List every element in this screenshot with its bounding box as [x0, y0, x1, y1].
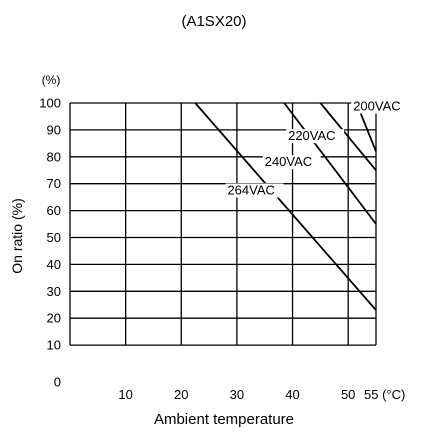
- series-label-bg: [286, 129, 345, 144]
- y-tick-label: 50: [47, 230, 61, 245]
- y-tick-label: 90: [47, 122, 61, 137]
- series-line-240VAC: [283, 102, 377, 225]
- y-tick-label: 20: [47, 311, 61, 326]
- x-tick-labels: 10 20 30 40 50 55 (°C): [118, 387, 405, 402]
- y-tick-label: 40: [47, 257, 61, 272]
- y-tick-label: 30: [47, 284, 61, 299]
- x-tick-label: 55 (°C): [364, 387, 405, 402]
- y-tick-label: 70: [47, 176, 61, 191]
- y-axis-label: On ratio (%): [9, 198, 25, 273]
- series-lines: [194, 102, 377, 311]
- y-tick-labels: 0 10 20 30 40 50 60 70 80 90 100: [39, 96, 61, 390]
- series-line-220VAC: [319, 102, 377, 171]
- series-label-200VAC: 200VAC: [353, 99, 400, 114]
- series-label-264VAC: 264VAC: [227, 182, 274, 197]
- series-label-bg: [225, 183, 284, 198]
- y-tick-label: 0: [54, 375, 61, 390]
- y-unit-label: (%): [42, 73, 61, 87]
- grid: [69, 102, 377, 346]
- series-label-240VAC: 240VAC: [265, 154, 312, 169]
- x-tick-label: 40: [285, 387, 299, 402]
- series-label-bg: [351, 99, 410, 114]
- x-tick-label: 50: [341, 387, 355, 402]
- chart-title: (A1SX20): [181, 13, 246, 30]
- x-tick-label: 10: [118, 387, 132, 402]
- x-tick-label: 20: [174, 387, 188, 402]
- series-label-220VAC: 220VAC: [288, 128, 335, 143]
- y-tick-label: 100: [39, 96, 61, 111]
- series-label-bg: [262, 155, 321, 170]
- y-tick-label: 80: [47, 149, 61, 164]
- series-line-264VAC: [194, 102, 377, 311]
- x-axis-label: Ambient temperature: [154, 411, 294, 428]
- y-tick-label: 10: [47, 338, 61, 353]
- series-labels: 200VAC 220VAC 240VAC 264VAC: [225, 99, 410, 198]
- x-tick-label: 30: [230, 387, 244, 402]
- y-tick-label: 60: [47, 203, 61, 218]
